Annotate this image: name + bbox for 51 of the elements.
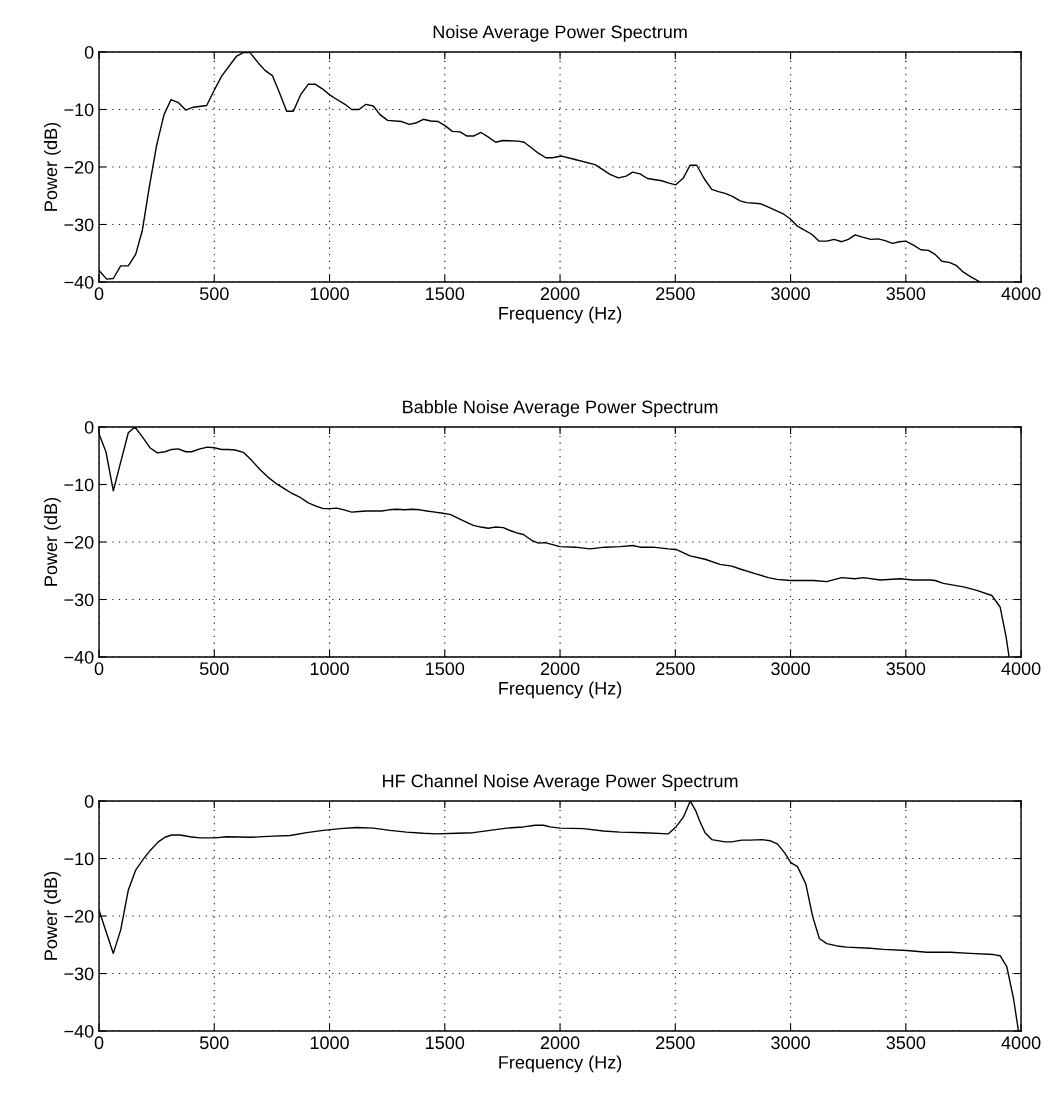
x-tick-label: 2000 <box>540 1036 580 1050</box>
y-tick-label: −30 <box>64 593 94 607</box>
x-axis-title: Frequency (Hz) <box>499 681 622 699</box>
y-tick-label: −20 <box>64 535 94 549</box>
x-tick-label: 500 <box>199 1036 229 1050</box>
y-tick-label: −20 <box>64 909 94 923</box>
x-tick-label: 1000 <box>310 1036 349 1050</box>
y-tick-label: −10 <box>64 852 94 866</box>
y-tick-label: 0 <box>84 795 94 808</box>
y-tick-label: −10 <box>64 103 94 117</box>
x-tick-label: 1500 <box>426 1036 465 1050</box>
x-tick-label: 500 <box>199 662 229 676</box>
x-tick-label: 2500 <box>656 662 695 676</box>
x-tick-label: 3000 <box>771 287 810 301</box>
x-tick-label: 4000 <box>1001 662 1041 676</box>
x-tick-label: 3000 <box>771 1036 810 1050</box>
x-tick-label: 3000 <box>771 662 810 676</box>
x-tick-label: 1000 <box>310 662 349 676</box>
x-tick-label: 0 <box>94 662 104 676</box>
x-tick-label: 4000 <box>1001 1036 1041 1050</box>
x-tick-label: 2000 <box>540 287 580 301</box>
x-axis-title: Frequency (Hz) <box>499 1055 622 1073</box>
x-tick-label: 2500 <box>656 1036 695 1050</box>
y-axis-title: Power (dB) <box>43 122 61 211</box>
y-tick-label: −20 <box>64 160 94 174</box>
y-tick-label: −40 <box>64 650 94 664</box>
x-tick-label: 2500 <box>656 287 695 301</box>
y-tick-label: −40 <box>64 275 94 289</box>
x-axis-title: Frequency (Hz) <box>499 306 622 324</box>
x-tick-label: 1000 <box>310 287 349 301</box>
x-tick-label: 3500 <box>886 662 926 676</box>
chart-title: Noise Average Power Spectrum <box>433 25 687 42</box>
y-tick-label: −30 <box>64 218 94 232</box>
y-axis-title: Power (dB) <box>43 497 61 586</box>
y-tick-label: −10 <box>64 478 94 492</box>
x-tick-label: 3500 <box>886 287 926 301</box>
x-tick-label: 2000 <box>540 662 580 676</box>
y-tick-label: 0 <box>84 420 94 434</box>
chart-title: Babble Noise Average Power Spectrum <box>403 400 718 417</box>
x-tick-label: 1500 <box>426 287 465 301</box>
chart-title: HF Channel Noise Average Power Spectrum <box>383 774 738 791</box>
y-tick-label: −40 <box>64 1024 94 1038</box>
y-tick-label: 0 <box>84 45 94 59</box>
y-axis-title: Power (dB) <box>43 872 61 960</box>
x-tick-label: 0 <box>94 287 104 301</box>
x-tick-label: 4000 <box>1001 287 1041 301</box>
x-tick-label: 3500 <box>886 1036 926 1050</box>
x-tick-label: 500 <box>199 287 229 301</box>
y-tick-label: −30 <box>64 967 94 981</box>
x-tick-label: 1500 <box>426 662 465 676</box>
x-tick-label: 0 <box>94 1036 104 1050</box>
